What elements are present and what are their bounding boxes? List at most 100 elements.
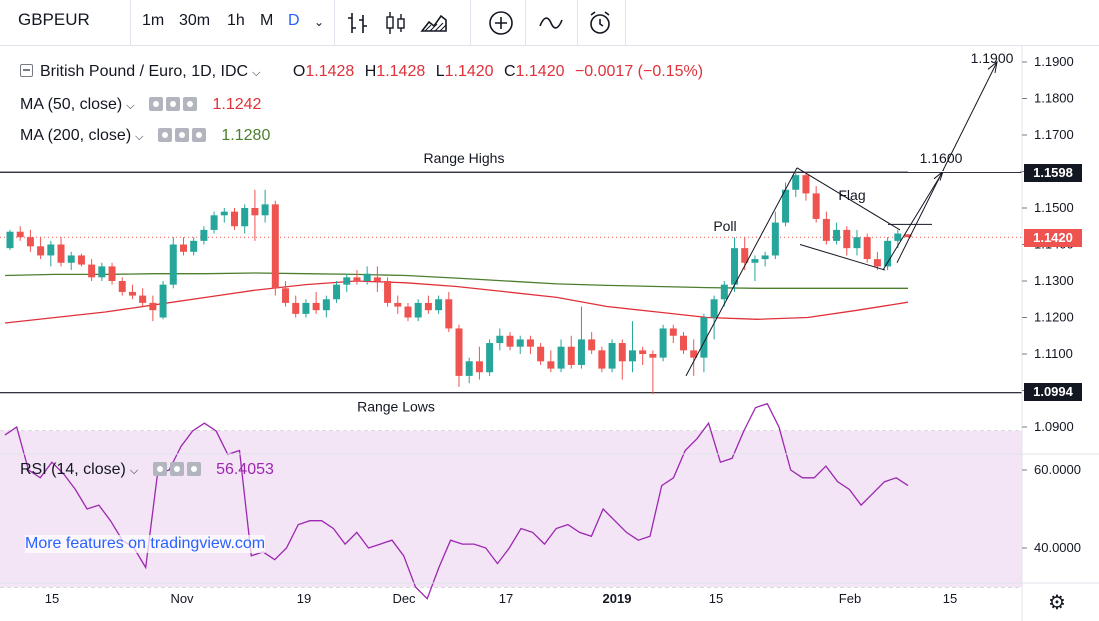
ohlc-low: L1.1420: [435, 63, 494, 80]
candle: [863, 233, 871, 263]
candle-body: [128, 291, 136, 296]
eye-icon[interactable]: [149, 97, 164, 111]
time-tick-label: 15: [943, 591, 957, 606]
candle: [904, 234, 912, 238]
candle-body: [445, 299, 453, 329]
chevron-down-icon[interactable]: ⌵: [135, 131, 144, 143]
add-compare-icon[interactable]: [484, 6, 518, 40]
candle: [455, 324, 463, 387]
interval-month-button[interactable]: M: [260, 12, 274, 29]
chart-canvas[interactable]: Range Highs Range Lows Poll Flag 1.1600 1.19…: [0, 46, 1099, 621]
candle-body: [190, 240, 198, 252]
interval-30m-button[interactable]: 30m: [179, 12, 211, 29]
candle-body: [210, 215, 218, 230]
ma200-legend[interactable]: MA (200, close) ⌵ 1.1280: [20, 127, 270, 147]
candle-body: [179, 244, 187, 252]
gear-icon[interactable]: [169, 462, 184, 476]
gear-icon[interactable]: [174, 128, 189, 142]
price-tick-label: 1.1500: [1034, 200, 1074, 215]
arrowhead-2: [987, 60, 998, 74]
toolbar-divider: [470, 0, 471, 46]
gear-icon[interactable]: [166, 97, 181, 111]
candle: [353, 270, 361, 285]
candle: [567, 335, 575, 369]
candle: [618, 339, 626, 380]
candle-body: [16, 231, 24, 238]
candle-body: [139, 295, 147, 303]
candle-body: [231, 211, 238, 227]
tradingview-watermark-link[interactable]: More features on tradingview.com: [25, 535, 266, 553]
candle-body: [863, 237, 871, 260]
candle-body: [465, 361, 473, 376]
candle-body: [731, 248, 739, 285]
candle-body: [455, 328, 463, 376]
collapse-legend-icon[interactable]: [20, 64, 33, 77]
rsi-line: [4, 402, 909, 600]
chevron-down-icon[interactable]: ⌵: [252, 67, 261, 79]
close-icon[interactable]: [191, 128, 206, 142]
ohlc-open: O1.1428: [292, 63, 355, 80]
main-series-legend[interactable]: British Pound / Euro, 1D, IDC ⌵ O1.1428 H…: [20, 63, 703, 81]
indicators-icon[interactable]: [534, 6, 568, 40]
interval-dropdown-chevron-icon[interactable]: ⌄: [314, 15, 325, 29]
candle: [77, 253, 85, 267]
candle-body: [873, 259, 881, 267]
candle-body: [782, 189, 790, 223]
chevron-down-icon[interactable]: ⌵: [129, 465, 139, 477]
interval-1m-button[interactable]: 1m: [142, 12, 165, 29]
candle: [792, 171, 800, 198]
candle-body: [37, 246, 45, 256]
interval-1h-button[interactable]: 1h: [227, 12, 245, 29]
ma50-legend[interactable]: MA (50, close) ⌵ 1.1242: [20, 96, 261, 116]
candle: [67, 251, 75, 271]
candle-body: [710, 299, 718, 318]
close-icon[interactable]: [183, 97, 198, 111]
candle-body: [343, 277, 351, 285]
candle: [628, 321, 636, 373]
candle: [384, 277, 392, 307]
candle-body: [741, 248, 749, 263]
price-change: −0.0017 (−0.15%): [574, 63, 704, 80]
bar-style-icon[interactable]: [341, 6, 375, 40]
candle-body: [394, 302, 402, 307]
interval-day-button[interactable]: D: [288, 12, 300, 29]
eye-icon[interactable]: [152, 462, 167, 476]
candle-body: [271, 204, 279, 289]
ma200-label: MA (200, close): [20, 127, 132, 144]
eye-icon[interactable]: [157, 128, 172, 142]
candle: [496, 328, 504, 351]
rsi-series: [4, 402, 909, 600]
ma200-line: [4, 272, 908, 289]
flag-lower-line: [799, 244, 886, 271]
candle: [516, 335, 524, 354]
candle-body: [690, 350, 698, 358]
candle-body: [771, 222, 779, 256]
chevron-down-icon[interactable]: ⌵: [126, 100, 135, 112]
candle-body: [894, 233, 902, 241]
candle: [884, 237, 892, 271]
candle-body: [812, 193, 820, 219]
candle-body: [26, 237, 34, 247]
alert-icon[interactable]: [583, 6, 617, 40]
ma50-value: 1.1242: [212, 96, 262, 113]
settings-gear-icon[interactable]: ⚙: [1048, 592, 1066, 614]
candle-body: [537, 346, 545, 362]
projection-line-2: [896, 61, 998, 263]
candle: [302, 299, 310, 318]
candle: [588, 332, 596, 354]
area-style-icon[interactable]: [417, 6, 451, 40]
candle: [669, 324, 677, 344]
symbol-search-button[interactable]: GBPEUR: [18, 10, 90, 29]
candle: [710, 295, 718, 340]
ohlc-close: C1.1420: [503, 63, 565, 80]
candle-body: [598, 350, 606, 369]
rsi-legend[interactable]: RSI (14, close) ⌵ 56.4053: [20, 461, 274, 481]
candle: [720, 281, 728, 307]
candle: [47, 240, 55, 267]
candle: [486, 339, 494, 376]
candle: [231, 208, 238, 230]
candle: [179, 237, 187, 256]
candle-body: [547, 361, 555, 369]
candle-style-icon[interactable]: [379, 6, 413, 40]
close-icon[interactable]: [186, 462, 201, 476]
